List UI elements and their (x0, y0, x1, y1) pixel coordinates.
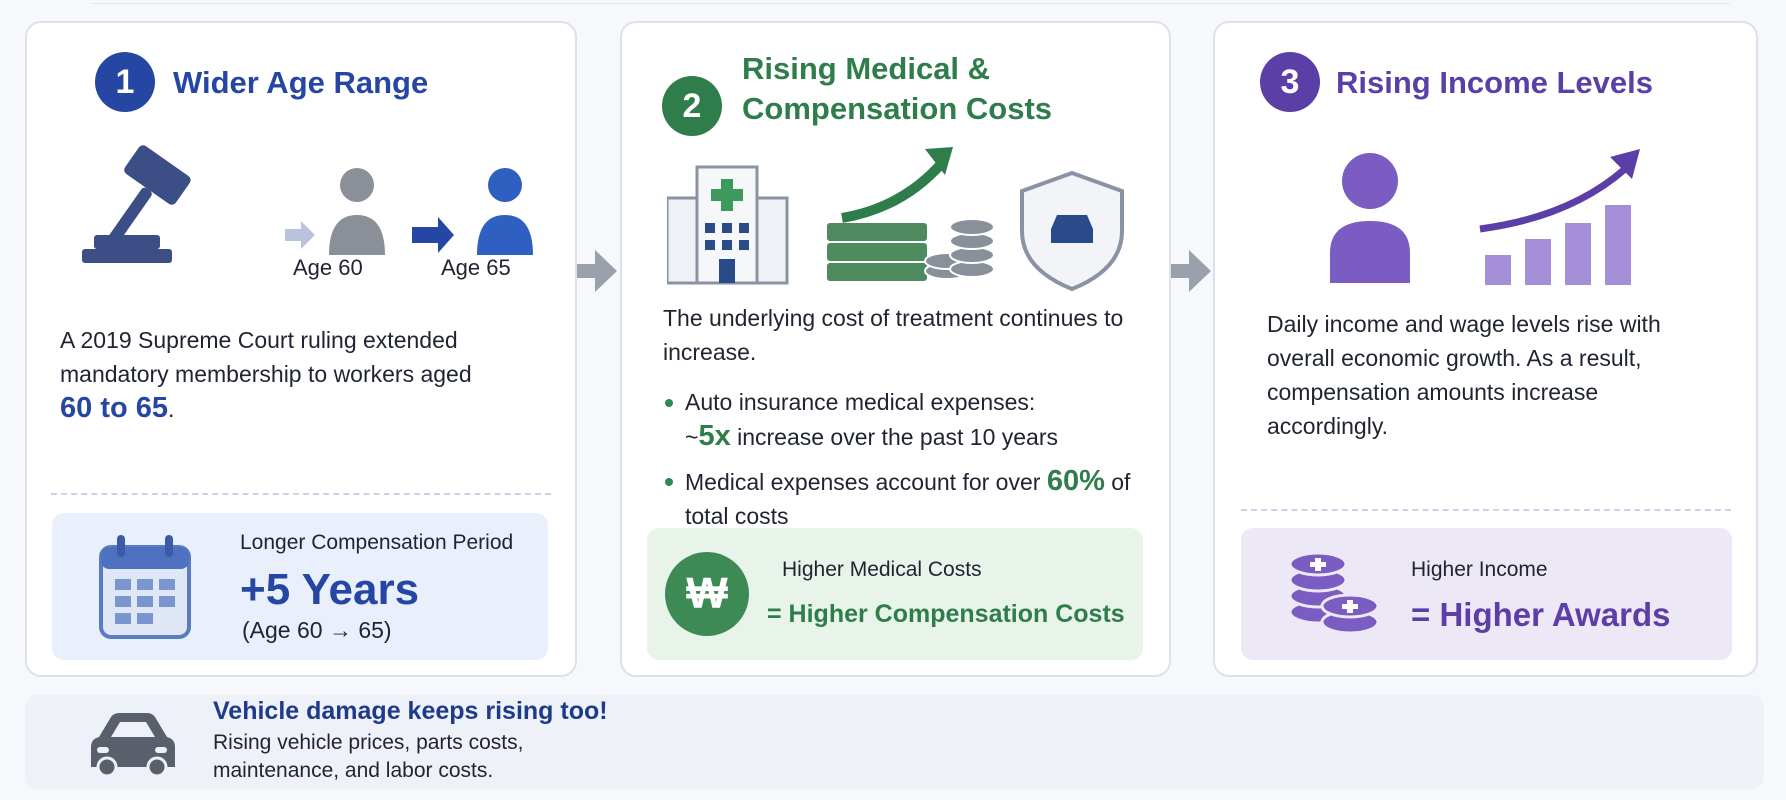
flow-arrow (1171, 250, 1211, 292)
footer-note: (Age 60 → 65) (242, 617, 392, 643)
bullet-text: increase over the past 10 years (730, 424, 1058, 450)
bullet-list: Auto insurance medical expenses: ~5x incr… (663, 375, 1133, 533)
footer-label: Higher Medical Costs (782, 558, 982, 581)
panel: 1 Wider Age Range Age 60 Age 65 A 2019 S… (25, 21, 577, 677)
panel-title: Wider Age Range (173, 65, 429, 100)
divider (51, 493, 551, 495)
age-icons (82, 145, 533, 263)
badge: 2 (662, 76, 722, 136)
age-label: Age 65 (441, 255, 511, 280)
panel-title: Rising Medical & Compensation Costs (742, 51, 1053, 126)
footer-box: ₩ Higher Medical Costs = Higher Compensa… (647, 528, 1143, 660)
divider (1241, 509, 1731, 511)
panel-body: Daily income and wage levels rise with o… (1267, 311, 1661, 439)
footer-box: Higher Income = Higher Awards (1241, 528, 1732, 660)
age-label: Age 60 (293, 255, 363, 280)
panel-title: Rising Income Levels (1336, 65, 1653, 100)
banner-title: Vehicle damage keeps rising too! (213, 697, 608, 725)
highlight: 60% (1046, 465, 1105, 497)
body-text: A 2019 Supreme Court ruling extended man… (60, 327, 472, 387)
cost-icons (667, 147, 1124, 292)
banner-text: Rising vehicle prices, parts costs, main… (213, 731, 524, 782)
badge: 3 (1260, 52, 1320, 112)
banner: Vehicle damage keeps rising too! Rising … (25, 695, 1764, 789)
coins-icon (1288, 551, 1380, 635)
footer-value: = Higher Compensation Costs (767, 600, 1125, 628)
badge: 1 (95, 52, 155, 112)
car-icon (91, 713, 175, 777)
currency-icon: ₩ (665, 552, 749, 636)
footer-box: Longer Compensation Period +5 Years (Age… (52, 513, 548, 660)
footer-value: = Higher Awards (1411, 596, 1671, 633)
bullet: Medical expenses account for over 60% of… (663, 464, 1133, 533)
panel: 3 Rising Income Levels Daily income and … (1213, 21, 1758, 677)
panel: 2 Rising Medical & Compensation Costs Th… (620, 21, 1171, 677)
bullet-text: ~ (685, 424, 699, 450)
highlight: 60 to 65 (60, 392, 168, 424)
highlight: 5x (698, 420, 731, 452)
footer-label: Longer Compensation Period (240, 531, 514, 554)
top-rule (90, 0, 1730, 4)
footer-value: +5 Years (240, 565, 420, 614)
flow-arrow (577, 250, 617, 292)
bullet-text: Medical expenses account for over (685, 469, 1047, 495)
panel-body: A 2019 Supreme Court ruling extended man… (60, 323, 510, 426)
footer-label: Higher Income (1411, 558, 1548, 581)
body-text: . (168, 396, 175, 422)
calendar-icon (99, 535, 191, 639)
bullet: Auto insurance medical expenses: ~5x incr… (663, 385, 1133, 454)
panel-body: The underlying cost of treatment continu… (663, 305, 1124, 365)
bullet-text: of total costs (685, 469, 1131, 529)
income-icons (1330, 149, 1640, 285)
bullet-text: Auto insurance medical expenses: (685, 389, 1036, 415)
